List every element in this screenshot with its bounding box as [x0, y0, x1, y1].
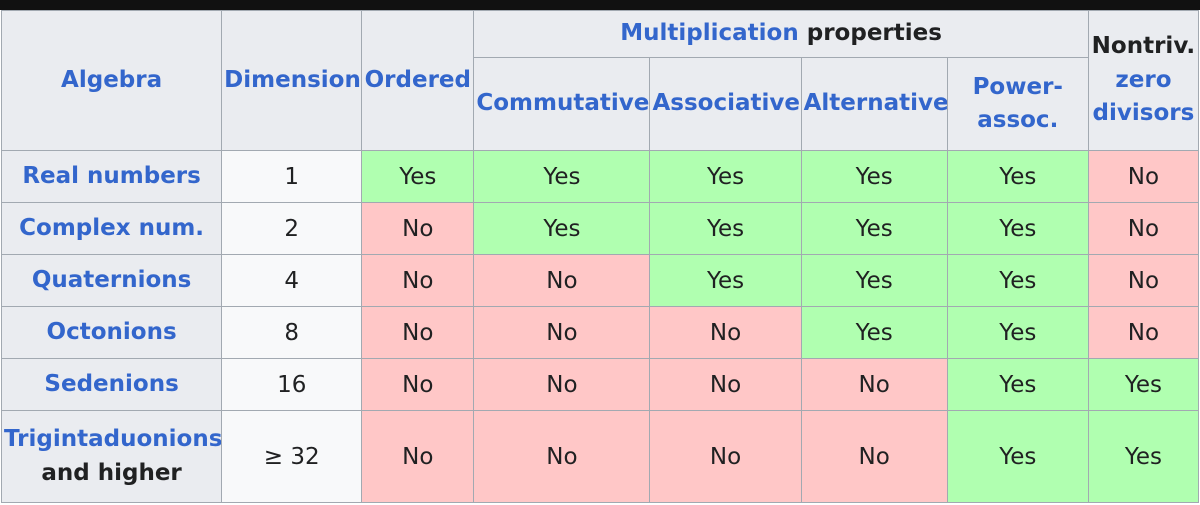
row-note: and higher: [41, 459, 182, 486]
top-bar: [0, 0, 1200, 10]
cell: Yes: [649, 202, 802, 255]
header-cell: Nontriv. zero divisors: [1087, 10, 1200, 151]
algebra-table: Algebra Dimension Ordered Multiplication…: [0, 10, 1200, 503]
header-text: properties: [806, 20, 942, 47]
row-header: Trigintaduonions and higher: [0, 410, 223, 503]
cell: Yes: [473, 150, 651, 203]
row: Trigintaduonions and higher ≥ 32 No No No…: [0, 410, 1200, 503]
cell: 8: [221, 306, 363, 359]
cell: No: [1087, 150, 1200, 203]
link[interactable]: Alternative: [803, 90, 948, 117]
cell: No: [473, 254, 651, 307]
header-cell: Alternative: [800, 57, 948, 151]
cell: Yes: [800, 254, 948, 307]
cell: No: [1087, 306, 1200, 359]
link[interactable]: Dimension: [224, 66, 361, 93]
cell: Yes: [473, 202, 651, 255]
row: Octonions 8 No No No Yes Yes No: [0, 306, 1200, 359]
cell: No: [361, 254, 475, 307]
link[interactable]: Associative: [652, 90, 800, 117]
cell: 2: [221, 202, 363, 255]
cell: ≥ 32: [221, 410, 363, 503]
header-text: Nontriv.: [1091, 33, 1196, 60]
cell: Yes: [946, 410, 1089, 503]
cell: No: [649, 358, 802, 411]
header-cell: Dimension: [221, 10, 363, 151]
cell: Yes: [946, 150, 1089, 203]
header-row: Commutative Associative Alternative Powe…: [2, 57, 1199, 151]
cell: No: [800, 410, 948, 503]
link[interactable]: Sedenions: [44, 370, 179, 397]
row-header: Quaternions: [0, 254, 223, 307]
row: Quaternions 4 No No Yes Yes Yes No: [0, 254, 1200, 307]
header-cell: Multiplication properties: [473, 10, 1089, 58]
cell: No: [1087, 202, 1200, 255]
link[interactable]: Multiplication: [620, 20, 799, 47]
cell: Yes: [361, 150, 475, 203]
cell: No: [473, 410, 651, 503]
link[interactable]: Octonions: [46, 318, 177, 345]
row: Real numbers 1 Yes Yes Yes Yes Yes No: [0, 150, 1200, 203]
link[interactable]: Power-assoc.: [972, 73, 1063, 133]
cell: Yes: [946, 202, 1089, 255]
header-cell: Algebra: [0, 10, 223, 151]
cell: Yes: [946, 254, 1089, 307]
cell: Yes: [800, 150, 948, 203]
header-cell: Commutative: [473, 57, 651, 151]
cell: Yes: [800, 306, 948, 359]
cell: 1: [221, 150, 363, 203]
link[interactable]: Complex num.: [19, 214, 205, 241]
cell: Yes: [1087, 410, 1200, 503]
header-cell: Ordered: [361, 10, 475, 151]
row-header: Real numbers: [0, 150, 223, 203]
cell: No: [361, 306, 475, 359]
cell: 16: [221, 358, 363, 411]
cell: Yes: [946, 306, 1089, 359]
cell: No: [1087, 254, 1200, 307]
link[interactable]: Algebra: [61, 66, 163, 93]
cell: Yes: [946, 358, 1089, 411]
cell: No: [473, 306, 651, 359]
row-header: Complex num.: [0, 202, 223, 255]
cell: No: [361, 358, 475, 411]
row: Complex num. 2 No Yes Yes Yes Yes No: [0, 202, 1200, 255]
cell: 4: [221, 254, 363, 307]
row-header: Octonions: [0, 306, 223, 359]
cell: No: [361, 202, 475, 255]
cell: Yes: [800, 202, 948, 255]
header-cell: Associative: [649, 57, 802, 151]
row-header: Sedenions: [0, 358, 223, 411]
header-row: Algebra Dimension Ordered Multiplication…: [0, 10, 1200, 151]
link[interactable]: Quaternions: [31, 266, 192, 293]
cell: No: [473, 358, 651, 411]
cell: No: [649, 410, 802, 503]
cell: No: [361, 410, 475, 503]
row: Sedenions 16 No No No No Yes Yes: [0, 358, 1200, 411]
header-cell: Power-assoc.: [946, 57, 1089, 151]
link[interactable]: Commutative: [476, 90, 650, 117]
link[interactable]: Ordered: [364, 66, 471, 93]
cell: Yes: [1087, 358, 1200, 411]
cell: No: [800, 358, 948, 411]
cell: Yes: [649, 150, 802, 203]
cell: Yes: [649, 254, 802, 307]
link[interactable]: zero divisors: [1092, 66, 1195, 127]
link[interactable]: Trigintaduonions: [4, 426, 222, 453]
link[interactable]: Real numbers: [22, 162, 201, 189]
cell: No: [649, 306, 802, 359]
